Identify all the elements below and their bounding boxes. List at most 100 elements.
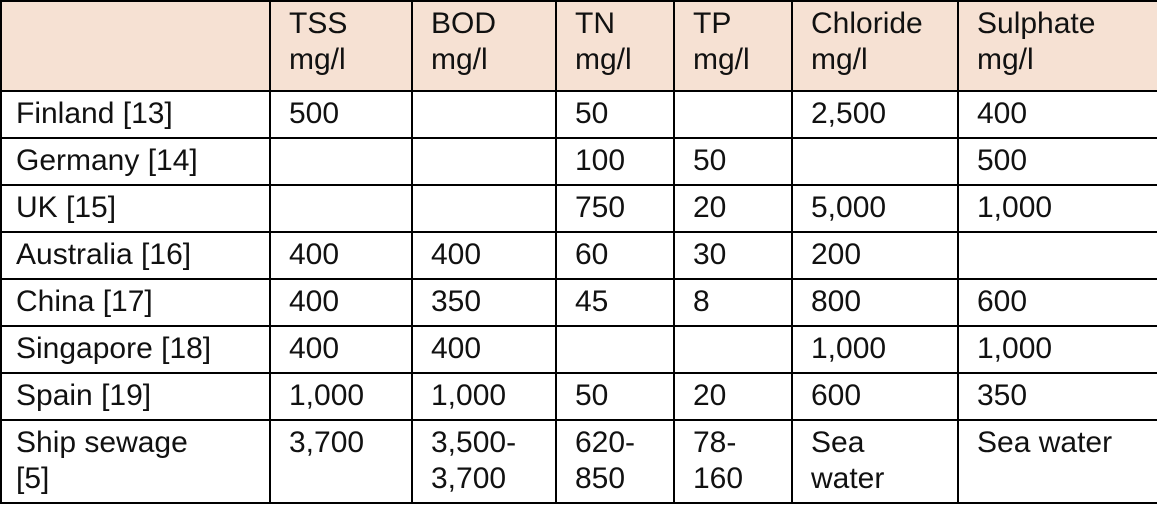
cell-text: Singapore [18] [16, 332, 212, 365]
table-row: Finland [13] 500 50 2,500 400 [0, 90, 1157, 139]
cell-text: 50 [575, 97, 609, 130]
column-name: TSS [289, 7, 348, 40]
cell-text: 350 [977, 379, 1028, 412]
cell-text: Spain [19] [16, 379, 152, 412]
cell-text: 30 [693, 238, 727, 271]
cell-text: 200 [811, 238, 862, 271]
cell-sulphate [957, 231, 1157, 280]
cell-text: Finland [13] [16, 97, 173, 130]
cell-text: 750 [575, 191, 626, 224]
cell-text: China [17] [16, 285, 153, 318]
cell-tp: 8 [673, 278, 793, 327]
cell-text: 45 [575, 285, 609, 318]
table-row: Australia [16] 400 400 60 30 200 [0, 231, 1157, 280]
cell-text: Australia [16] [16, 238, 192, 271]
cell-bod: 400 [411, 231, 557, 280]
cell-text: 850 [575, 462, 626, 495]
cell-text: Germany [14] [16, 144, 198, 177]
cell-tss: 400 [269, 325, 413, 374]
cell-chloride: 2,500 [791, 90, 959, 139]
cell-tn: 50 [555, 90, 675, 139]
table-row: Germany [14] 100 50 500 [0, 137, 1157, 186]
cell-tn: 100 [555, 137, 675, 186]
cell-sulphate: Sea water [957, 419, 1157, 504]
cell-chloride: 600 [791, 372, 959, 421]
cell-tp [673, 90, 793, 139]
cell-bod: 1,000 [411, 372, 557, 421]
column-unit: mg/l [289, 43, 346, 76]
cell-text: 100 [575, 144, 626, 177]
cell-text: 20 [693, 191, 727, 224]
cell-chloride: 800 [791, 278, 959, 327]
cell-text: 2,500 [811, 97, 887, 130]
cell-tn: 45 [555, 278, 675, 327]
cell-text: 400 [431, 332, 482, 365]
cell-tss: 500 [269, 90, 413, 139]
cell-text: 160 [693, 462, 744, 495]
column-unit: mg/l [575, 43, 632, 76]
cell-tss [269, 137, 413, 186]
cell-text: 50 [693, 144, 727, 177]
cell-tp: 20 [673, 184, 793, 233]
cell-bod [411, 90, 557, 139]
cell-tp: 20 [673, 372, 793, 421]
column-unit: mg/l [811, 43, 868, 76]
column-name: Chloride [811, 7, 923, 40]
cell-text: 3,500- [431, 426, 517, 459]
cell-text: Ship sewage [16, 426, 188, 459]
cell-text: 78- [693, 426, 737, 459]
cell-chloride: 5,000 [791, 184, 959, 233]
cell-text: Sea [811, 426, 865, 459]
cell-text: 600 [811, 379, 862, 412]
cell-text: 600 [977, 285, 1028, 318]
cell-chloride: Sea water [791, 419, 959, 504]
cell-text: 3,700 [289, 426, 365, 459]
row-label: Spain [19] [0, 372, 271, 421]
table-row: UK [15] 750 20 5,000 1,000 [0, 184, 1157, 233]
cell-text: 1,000 [977, 332, 1053, 365]
cell-chloride [791, 137, 959, 186]
column-unit: mg/l [693, 43, 750, 76]
cell-tn [555, 325, 675, 374]
cell-tn: 50 [555, 372, 675, 421]
cell-text: 400 [289, 238, 340, 271]
column-header-sulphate: Sulphate mg/l [957, 0, 1157, 92]
cell-bod: 350 [411, 278, 557, 327]
row-label: Germany [14] [0, 137, 271, 186]
discharge-limits-table: TSS mg/l BOD mg/l TN mg/l TP mg/l Chloride mg/l Su… [0, 0, 1157, 504]
table-header: TSS mg/l BOD mg/l TN mg/l TP mg/l Chloride mg/l Su… [0, 0, 1157, 92]
row-label: Australia [16] [0, 231, 271, 280]
column-header-tn: TN mg/l [555, 0, 675, 92]
cell-text: 400 [431, 238, 482, 271]
column-name: Sulphate [977, 7, 1096, 40]
cell-tp: 50 [673, 137, 793, 186]
cell-bod [411, 137, 557, 186]
cell-text: 620- [575, 426, 636, 459]
cell-tp: 30 [673, 231, 793, 280]
cell-text: 20 [693, 379, 727, 412]
cell-sulphate: 500 [957, 137, 1157, 186]
cell-sulphate: 400 [957, 90, 1157, 139]
column-unit: mg/l [431, 43, 488, 76]
cell-tss: 400 [269, 278, 413, 327]
column-name: BOD [431, 7, 497, 40]
row-label: Finland [13] [0, 90, 271, 139]
cell-bod: 400 [411, 325, 557, 374]
cell-sulphate: 1,000 [957, 325, 1157, 374]
column-header-bod: BOD mg/l [411, 0, 557, 92]
cell-tss: 1,000 [269, 372, 413, 421]
cell-text: 5,000 [811, 191, 887, 224]
cell-text: 350 [431, 285, 482, 318]
cell-text: 400 [289, 285, 340, 318]
cell-tp [673, 325, 793, 374]
cell-text: water [811, 462, 885, 495]
cell-tn: 60 [555, 231, 675, 280]
column-header-tss: TSS mg/l [269, 0, 413, 92]
cell-sulphate: 600 [957, 278, 1157, 327]
cell-bod [411, 184, 557, 233]
cell-text: 400 [289, 332, 340, 365]
table-body: Finland [13] 500 50 2,500 400 Germany [14] 100… [0, 90, 1157, 504]
column-name: TN [575, 7, 615, 40]
cell-sulphate: 350 [957, 372, 1157, 421]
cell-tn: 620- 850 [555, 419, 675, 504]
